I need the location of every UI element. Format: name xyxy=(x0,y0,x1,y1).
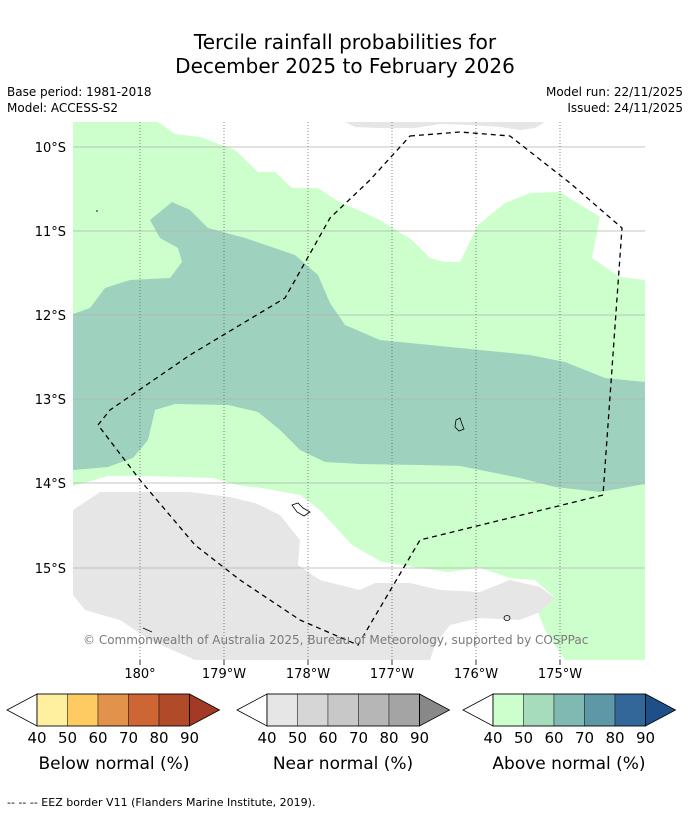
colorbar-tick-label: 50 xyxy=(514,729,533,747)
colorbar-segment xyxy=(523,693,555,727)
colorbar-segment xyxy=(327,693,359,727)
longitude-label: 177°W xyxy=(370,667,414,682)
colorbar-segment xyxy=(67,693,99,727)
island-outline xyxy=(454,417,465,432)
map-title: Tercile rainfall probabilities for Decem… xyxy=(0,30,690,78)
colorbar-tick-label: 60 xyxy=(544,729,563,747)
colorbar-high-tip xyxy=(419,693,451,727)
colorbar-tick-label: 60 xyxy=(318,729,337,747)
island-outline xyxy=(96,210,98,212)
below-normal-colorbar: 40 50 60 70 80 90 xyxy=(6,693,221,747)
colorbar-tick-label: 40 xyxy=(257,729,276,747)
colorbar-segment xyxy=(614,693,646,727)
title-line-1: Tercile rainfall probabilities for xyxy=(193,30,497,54)
colorbar-segment xyxy=(128,693,160,727)
colorbar-tick-label: 70 xyxy=(119,729,138,747)
colorbar-low-tip xyxy=(462,693,494,727)
map-canvas: 10°S11°S12°S13°S14°S15°S 180° 179°W 178°W 1… xyxy=(6,122,677,747)
island-outline xyxy=(142,627,153,633)
above-normal-50-region xyxy=(73,202,645,492)
colorbar-high-tip xyxy=(645,693,677,727)
longitude-label: 176°W xyxy=(454,667,498,682)
colorbar-tick-label: 50 xyxy=(58,729,77,747)
colorbar-segment xyxy=(266,693,298,727)
colorbar-low-tip xyxy=(236,693,268,727)
latitude-label: 15°S xyxy=(35,562,66,577)
colorbar-frame xyxy=(492,693,646,727)
map-area xyxy=(73,122,645,660)
model-run: Model run: 22/11/2025 xyxy=(545,85,683,99)
copyright-notice: © Commonwealth of Australia 2025, Bureau… xyxy=(83,633,589,647)
colorbar-tick-label: 70 xyxy=(349,729,368,747)
latitude-labels: 10°S 11°S 12°S 13°S 14°S 15°S xyxy=(35,141,66,577)
colorbar-segment xyxy=(492,693,524,727)
colorbar-segment xyxy=(553,693,585,727)
longitude-labels: 180° 179°W 178°W 177°W 176°W 175°W xyxy=(124,660,582,682)
latitude-label: 12°S xyxy=(35,309,66,324)
graticule xyxy=(73,122,645,660)
near-normal-colorbar: 40 50 60 70 80 90 xyxy=(236,693,451,747)
latitude-label: 10°S xyxy=(35,141,66,156)
issued-date: Issued: 24/11/2025 xyxy=(567,101,683,115)
near-normal-label: Near normal (%) xyxy=(272,754,414,774)
latitude-label: 11°S xyxy=(35,225,66,240)
model-name: Model: ACCESS-S2 xyxy=(7,101,119,115)
eez-footnote: -- -- -- EEZ border V11 (Flanders Marine… xyxy=(7,796,316,809)
colorbar-segment xyxy=(297,693,329,727)
colorbar-tick-label: 80 xyxy=(149,729,168,747)
island-outline xyxy=(291,502,311,517)
colorbar-tick-label: 90 xyxy=(180,729,199,747)
colorbar-tick-label: 50 xyxy=(288,729,307,747)
latitude-label: 14°S xyxy=(35,477,66,492)
near-normal-40-patch xyxy=(150,530,210,576)
colorbar-low-tip xyxy=(6,693,38,727)
base-period: Base period: 1981-2018 xyxy=(7,85,152,99)
colorbar-tick-label: 90 xyxy=(410,729,429,747)
colorbar-frame xyxy=(36,693,190,727)
above-normal-colorbar: 40 50 60 70 80 90 xyxy=(462,693,677,747)
colorbar-tick-label: 80 xyxy=(379,729,398,747)
longitude-label: 178°W xyxy=(286,667,330,682)
colorbar-segment xyxy=(97,693,129,727)
colorbar-segment xyxy=(358,693,390,727)
colorbar-frame xyxy=(266,693,420,727)
meta-left: Base period: 1981-2018 Model: ACCESS-S2 xyxy=(7,84,152,116)
above-normal-label: Above normal (%) xyxy=(492,754,646,774)
colorbar-segment xyxy=(584,693,616,727)
longitude-label: 175°W xyxy=(538,667,582,682)
colorbar-tick-label: 40 xyxy=(27,729,46,747)
colorbar-segment xyxy=(388,693,420,727)
colorbar-tick-label: 60 xyxy=(88,729,107,747)
below-normal-label: Below normal (%) xyxy=(38,754,190,774)
colorbar-tick-label: 40 xyxy=(483,729,502,747)
eez-border xyxy=(97,131,623,646)
near-normal-40-region-north xyxy=(345,122,545,130)
longitude-label: 180° xyxy=(124,667,155,682)
longitude-label: 179°W xyxy=(202,667,246,682)
island-outline xyxy=(503,615,511,621)
meta-right: Model run: 22/11/2025 Issued: 24/11/2025 xyxy=(546,84,683,116)
colorbar-segment xyxy=(158,693,190,727)
colorbar-segment xyxy=(36,693,68,727)
colorbar-tick-label: 80 xyxy=(605,729,624,747)
colorbars: 40 50 60 70 80 90 40 50 60 70 80 90 40 50 60 70 80 90 xyxy=(6,693,677,747)
title-line-2: December 2025 to February 2026 xyxy=(175,54,515,78)
colorbar-high-tip xyxy=(189,693,221,727)
latitude-label: 13°S xyxy=(35,393,66,408)
colorbar-tick-label: 90 xyxy=(636,729,655,747)
colorbar-tick-label: 70 xyxy=(575,729,594,747)
near-normal-40-region-south xyxy=(73,492,555,660)
